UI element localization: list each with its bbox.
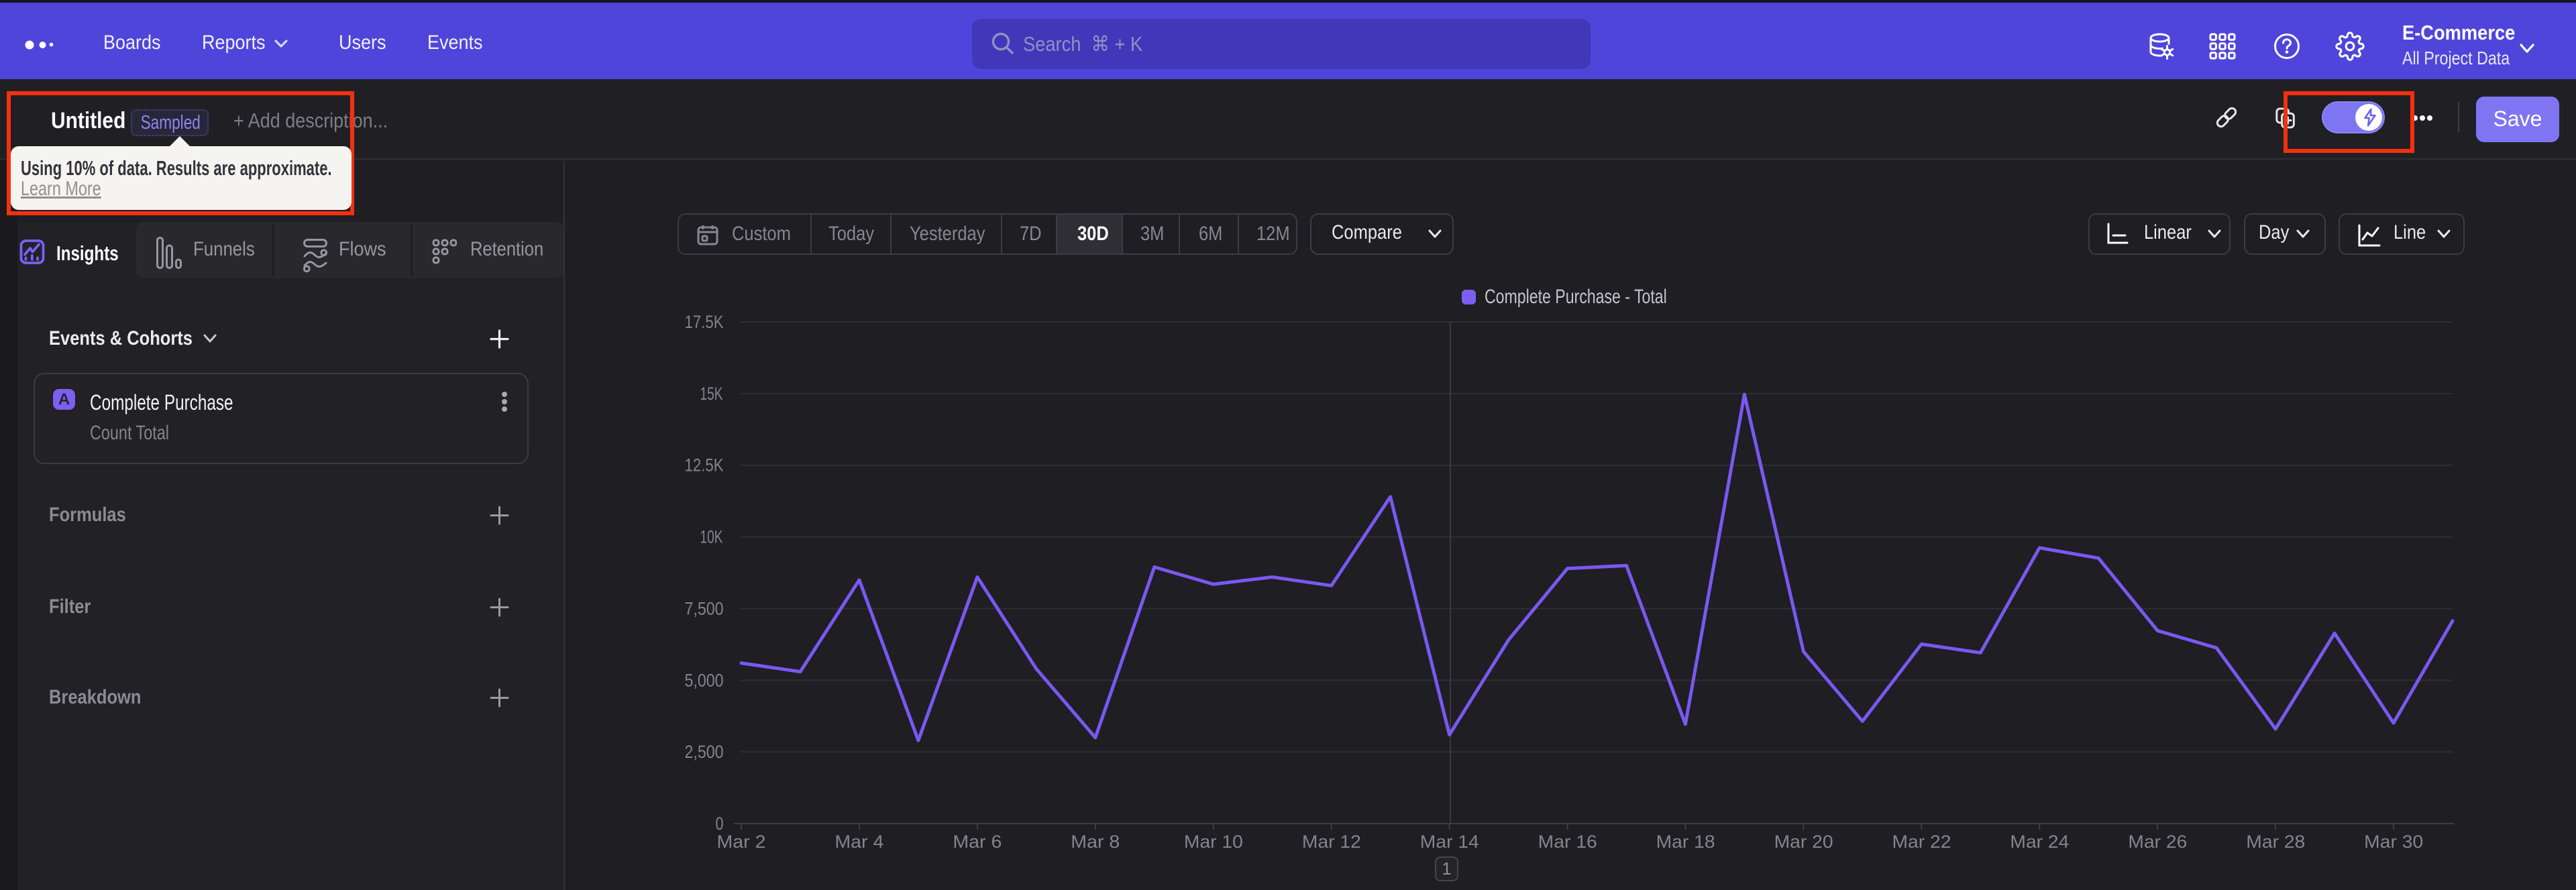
svg-text:Mar 4: Mar 4 bbox=[835, 832, 883, 852]
svg-text:5,000: 5,000 bbox=[685, 670, 724, 690]
svg-text:Mar 8: Mar 8 bbox=[1071, 832, 1120, 852]
svg-text:Mar 30: Mar 30 bbox=[2364, 832, 2423, 852]
svg-text:15K: 15K bbox=[700, 384, 723, 404]
svg-text:Mar 24: Mar 24 bbox=[2010, 832, 2069, 852]
svg-text:Mar 22: Mar 22 bbox=[1892, 832, 1951, 852]
svg-text:Mar 2: Mar 2 bbox=[717, 832, 766, 852]
svg-text:Mar 10: Mar 10 bbox=[1184, 832, 1243, 852]
svg-text:2,500: 2,500 bbox=[685, 742, 724, 762]
svg-text:Mar 28: Mar 28 bbox=[2246, 832, 2305, 852]
svg-text:Mar 18: Mar 18 bbox=[1656, 832, 1715, 852]
svg-text:12.5K: 12.5K bbox=[685, 455, 724, 476]
svg-text:Mar 6: Mar 6 bbox=[953, 832, 1002, 852]
svg-text:7,500: 7,500 bbox=[685, 598, 724, 618]
svg-text:Mar 20: Mar 20 bbox=[1774, 832, 1833, 852]
svg-text:Mar 16: Mar 16 bbox=[1538, 832, 1597, 852]
svg-text:Mar 14: Mar 14 bbox=[1420, 832, 1479, 852]
svg-text:17.5K: 17.5K bbox=[685, 312, 724, 332]
svg-text:0: 0 bbox=[716, 814, 724, 834]
svg-text:Mar 26: Mar 26 bbox=[2128, 832, 2187, 852]
svg-text:10K: 10K bbox=[700, 527, 723, 547]
svg-text:Mar 12: Mar 12 bbox=[1302, 832, 1361, 852]
